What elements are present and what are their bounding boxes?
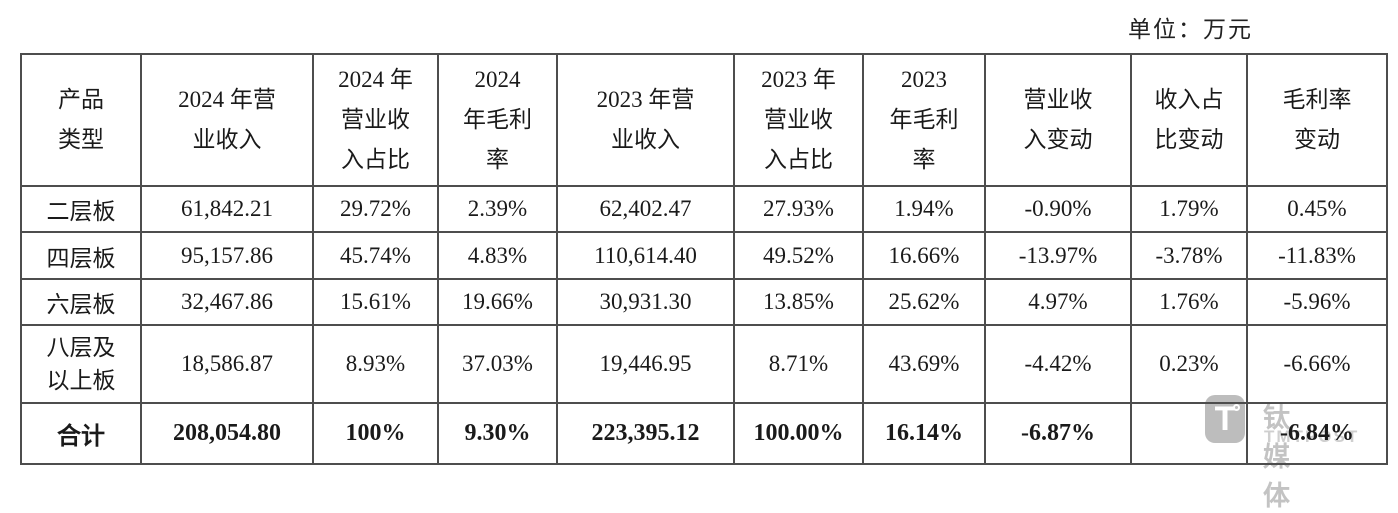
- cell: -5.96%: [1246, 278, 1388, 326]
- document-page: 单位：万元 T 钛媒体 TMTPOST 产品 类型 2024 年营 业收入 20…: [20, 17, 1388, 511]
- col-header-2023-revenue: 2023 年营 业收入: [556, 53, 735, 187]
- table-row-two-layer: 二层板 61,842.21 29.72% 2.39% 62,402.47 27.…: [20, 185, 1388, 233]
- cell: -6.87%: [984, 402, 1132, 465]
- row-label: 合计: [20, 402, 142, 465]
- cell: 4.97%: [984, 278, 1132, 326]
- cell: 9.30%: [437, 402, 558, 465]
- revenue-by-product-table: 产品 类型 2024 年营 业收入 2024 年 营业收 入占比 2024 年毛…: [20, 53, 1388, 465]
- cell: 19.66%: [437, 278, 558, 326]
- cell: 208,054.80: [140, 402, 314, 465]
- cell: 2.39%: [437, 185, 558, 233]
- cell: -4.42%: [984, 324, 1132, 404]
- cell: 13.85%: [733, 278, 864, 326]
- cell: 110,614.40: [556, 231, 735, 280]
- cell: 32,467.86: [140, 278, 314, 326]
- col-header-product-type: 产品 类型: [20, 53, 142, 187]
- cell: 30,931.30: [556, 278, 735, 326]
- row-label: 八层及 以上板: [20, 324, 142, 404]
- cell: 95,157.86: [140, 231, 314, 280]
- col-header-2023-revenue-share: 2023 年 营业收 入占比: [733, 53, 864, 187]
- cell: 8.93%: [312, 324, 439, 404]
- cell: 15.61%: [312, 278, 439, 326]
- cell: 29.72%: [312, 185, 439, 233]
- cell: 0.45%: [1246, 185, 1388, 233]
- row-label: 六层板: [20, 278, 142, 326]
- cell: 4.83%: [437, 231, 558, 280]
- table-row-total: 合计 208,054.80 100% 9.30% 223,395.12 100.…: [20, 402, 1388, 465]
- cell: -6.84%: [1246, 402, 1388, 465]
- cell: 16.14%: [862, 402, 986, 465]
- cell: 223,395.12: [556, 402, 735, 465]
- unit-label: 单位：万元: [1128, 17, 1253, 42]
- col-header-2024-revenue-share: 2024 年 营业收 入占比: [312, 53, 439, 187]
- col-header-share-change: 收入占 比变动: [1130, 53, 1248, 187]
- cell: 1.94%: [862, 185, 986, 233]
- col-header-revenue-change: 营业收 入变动: [984, 53, 1132, 187]
- cell: 25.62%: [862, 278, 986, 326]
- cell: -13.97%: [984, 231, 1132, 280]
- cell: 100.00%: [733, 402, 864, 465]
- cell: 100%: [312, 402, 439, 465]
- cell: 1.79%: [1130, 185, 1248, 233]
- cell: -6.66%: [1246, 324, 1388, 404]
- table-row-eight-plus-layer: 八层及 以上板 18,586.87 8.93% 37.03% 19,446.95…: [20, 324, 1388, 404]
- cell: -3.78%: [1130, 231, 1248, 280]
- cell: -0.90%: [984, 185, 1132, 233]
- cell: 8.71%: [733, 324, 864, 404]
- cell: 19,446.95: [556, 324, 735, 404]
- cell: 45.74%: [312, 231, 439, 280]
- cell: 43.69%: [862, 324, 986, 404]
- cell: 16.66%: [862, 231, 986, 280]
- cell: [1130, 402, 1248, 465]
- cell: 27.93%: [733, 185, 864, 233]
- col-header-margin-change: 毛利率 变动: [1246, 53, 1388, 187]
- cell: -11.83%: [1246, 231, 1388, 280]
- cell: 18,586.87: [140, 324, 314, 404]
- cell: 61,842.21: [140, 185, 314, 233]
- table-header-row: 产品 类型 2024 年营 业收入 2024 年 营业收 入占比 2024 年毛…: [20, 53, 1388, 187]
- col-header-2024-revenue: 2024 年营 业收入: [140, 53, 314, 187]
- cell: 62,402.47: [556, 185, 735, 233]
- col-header-2023-gross-margin: 2023 年毛利 率: [862, 53, 986, 187]
- row-label: 二层板: [20, 185, 142, 233]
- cell: 0.23%: [1130, 324, 1248, 404]
- row-label: 四层板: [20, 231, 142, 280]
- table-row-four-layer: 四层板 95,157.86 45.74% 4.83% 110,614.40 49…: [20, 231, 1388, 280]
- cell: 37.03%: [437, 324, 558, 404]
- cell: 49.52%: [733, 231, 864, 280]
- table-row-six-layer: 六层板 32,467.86 15.61% 19.66% 30,931.30 13…: [20, 278, 1388, 326]
- col-header-2024-gross-margin: 2024 年毛利 率: [437, 53, 558, 187]
- cell: 1.76%: [1130, 278, 1248, 326]
